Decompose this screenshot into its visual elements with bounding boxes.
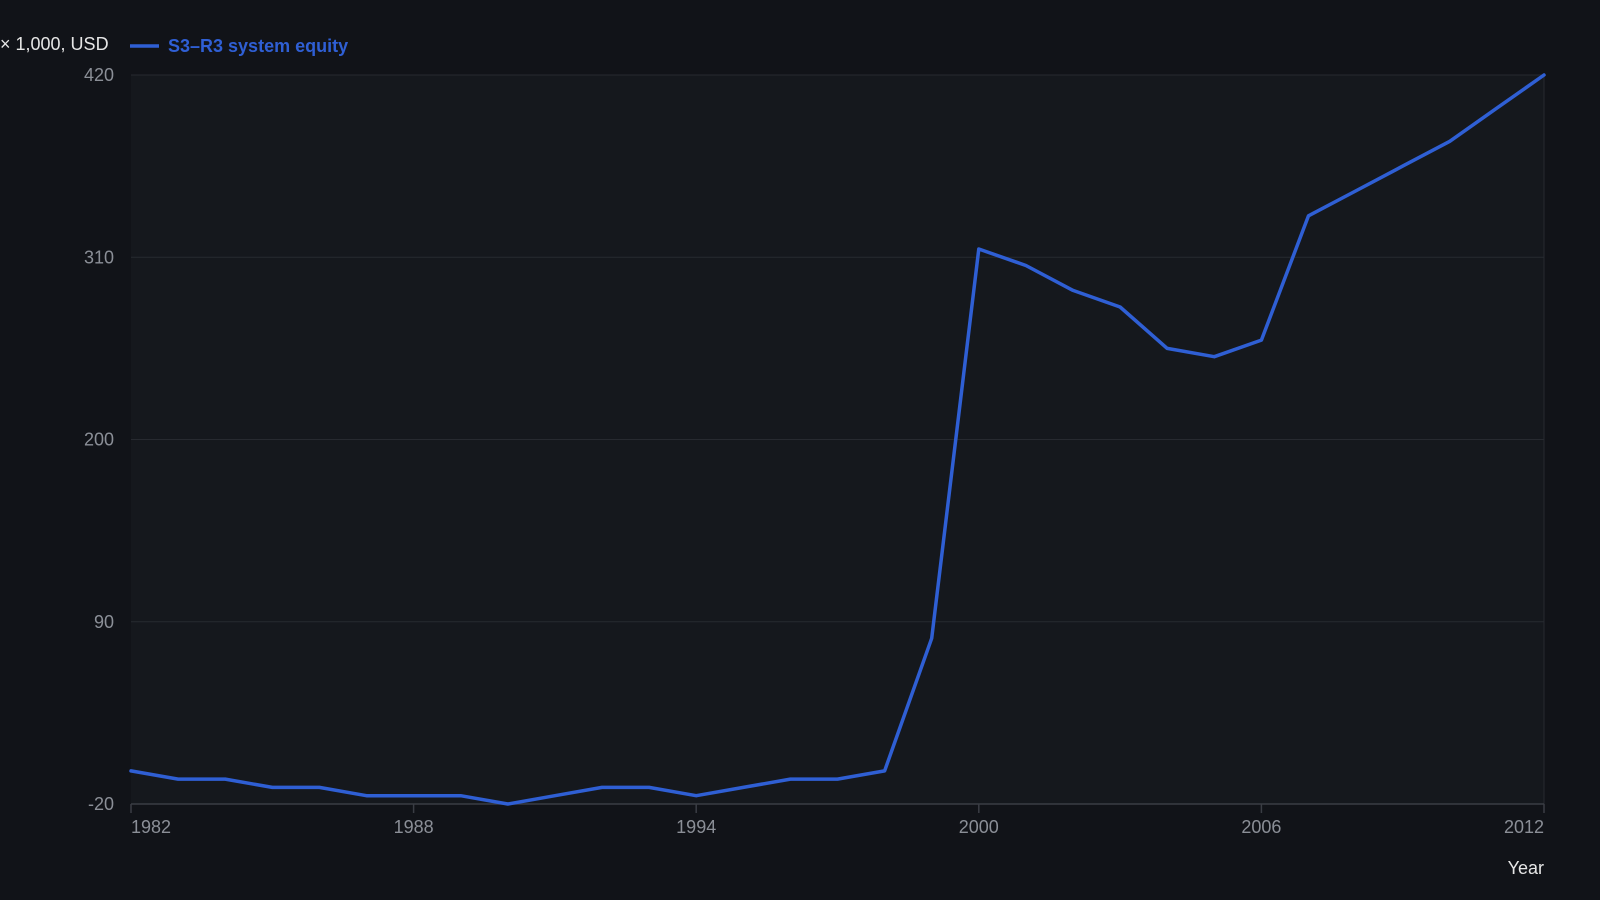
legend-label: S3–R3 system equity (168, 36, 348, 56)
x-tick-label: 1988 (394, 817, 434, 837)
y-tick-label: -20 (88, 794, 114, 814)
y-tick-label: 310 (84, 247, 114, 267)
x-tick-label: 1994 (676, 817, 716, 837)
y-tick-label: 420 (84, 65, 114, 85)
x-axis-ticks: 1982 1988 1994 2000 2006 2012 (130, 804, 1545, 837)
x-tick-label: 2006 (1241, 817, 1281, 837)
y-tick-label: 200 (84, 430, 114, 450)
x-tick-label: 2012 (1504, 817, 1544, 837)
x-axis-title: Year (1508, 858, 1544, 878)
y-axis-unit-label: × 1,000, USD (0, 34, 109, 54)
x-tick-label: 2000 (959, 817, 999, 837)
series-line (129, 73, 1546, 806)
y-axis-ticks: -20 90 200 310 420 (84, 65, 114, 814)
series-layer (129, 73, 1546, 806)
y-tick-label: 90 (94, 612, 114, 632)
x-tick-label: 1982 (131, 817, 171, 837)
